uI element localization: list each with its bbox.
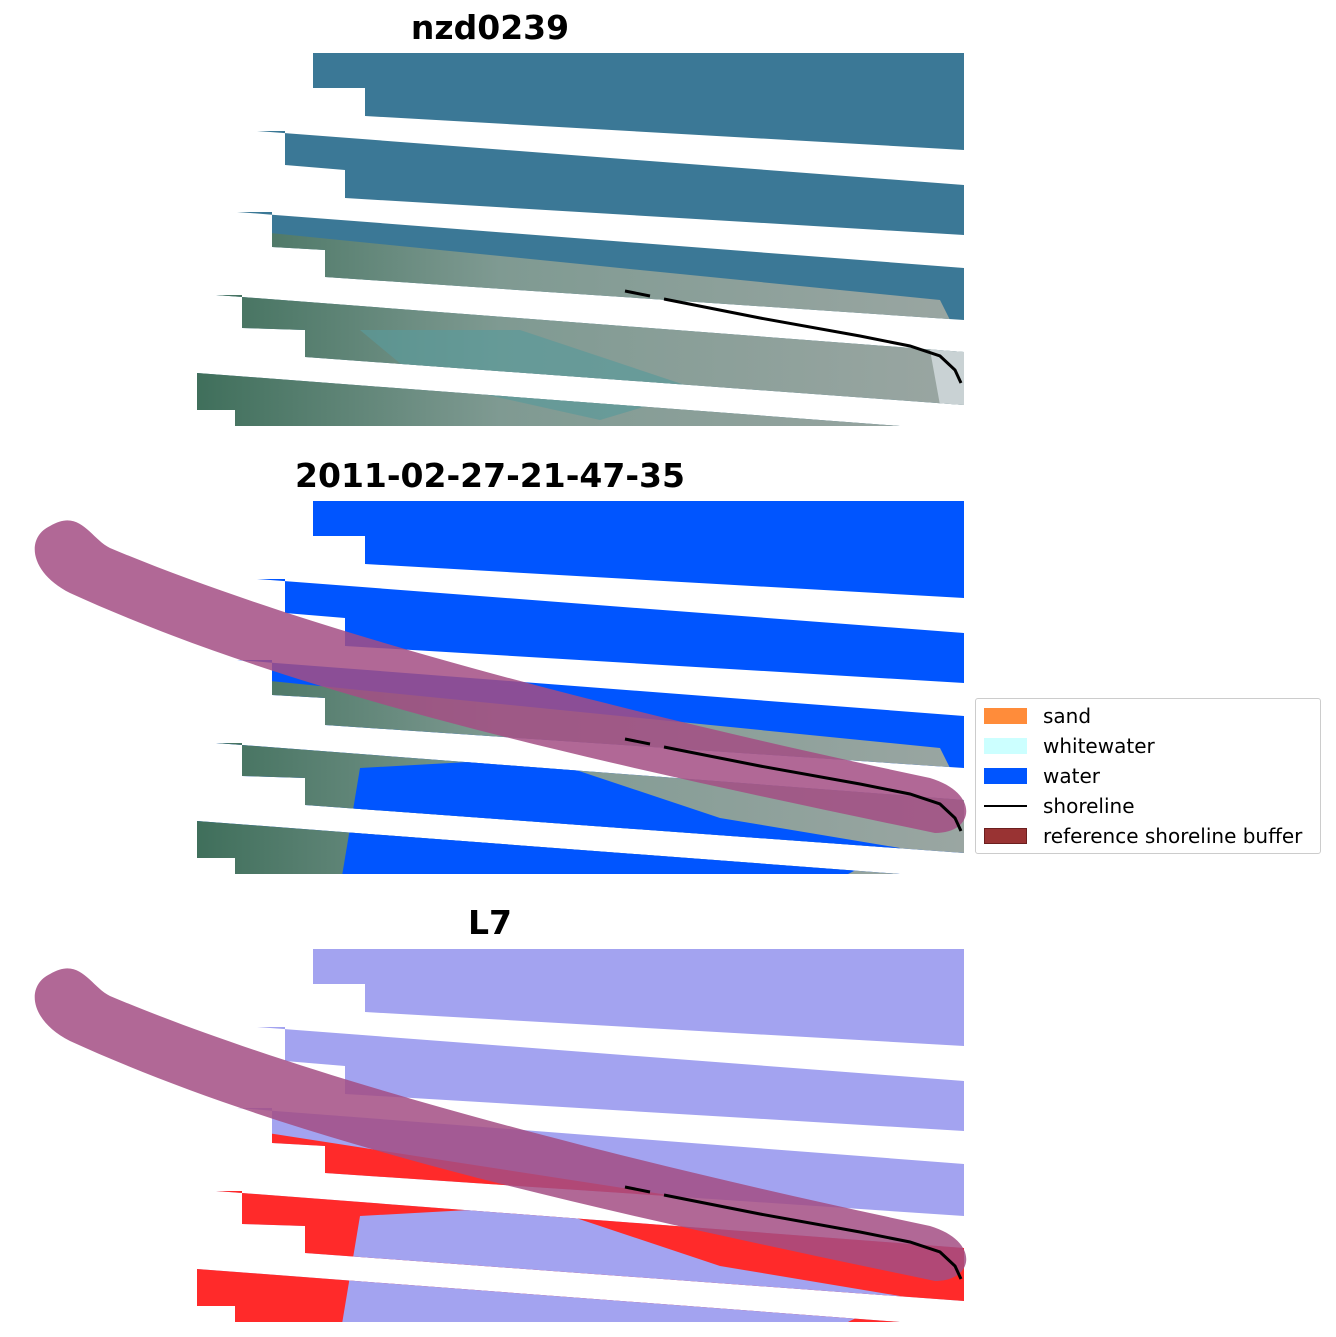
shoreline: [624, 289, 651, 298]
legend-item-sand: sand: [984, 703, 1091, 729]
legend-item-water: water: [984, 763, 1100, 789]
panel-title-classified: 2011-02-27-21-47-35: [295, 456, 685, 495]
index-image-panel: [34, 949, 967, 1322]
legend-label: whitewater: [1043, 734, 1155, 758]
reference-shoreline-buffer: [34, 968, 967, 1281]
whitewater-swatch: [984, 738, 1027, 754]
legend-label: water: [1043, 764, 1100, 788]
shoreline-line-swatch: [984, 805, 1027, 807]
shoreline: [663, 1193, 963, 1280]
legend-item-buffer: reference shoreline buffer: [984, 823, 1302, 849]
legend: sand whitewater water shoreline referenc…: [975, 698, 1321, 854]
shoreline: [663, 297, 963, 384]
rgb-image-panel: [197, 53, 964, 426]
legend-item-whitewater: whitewater: [984, 733, 1155, 759]
shoreline: [624, 737, 651, 746]
sand-swatch: [984, 708, 1027, 724]
water-swatch: [984, 768, 1027, 784]
reference-shoreline-buffer: [34, 520, 967, 833]
beach: [930, 345, 964, 405]
legend-item-shoreline: shoreline: [984, 793, 1135, 819]
panel-title-rgb: nzd0239: [410, 8, 570, 47]
legend-label: reference shoreline buffer: [1043, 824, 1303, 848]
legend-label: shoreline: [1043, 794, 1135, 818]
classified-image-panel: [34, 501, 967, 874]
shoreline: [624, 1185, 651, 1194]
shoreline: [663, 745, 963, 832]
legend-label: sand: [1043, 704, 1092, 728]
buffer-swatch: [984, 828, 1027, 844]
panel-title-index: L7: [468, 903, 512, 942]
